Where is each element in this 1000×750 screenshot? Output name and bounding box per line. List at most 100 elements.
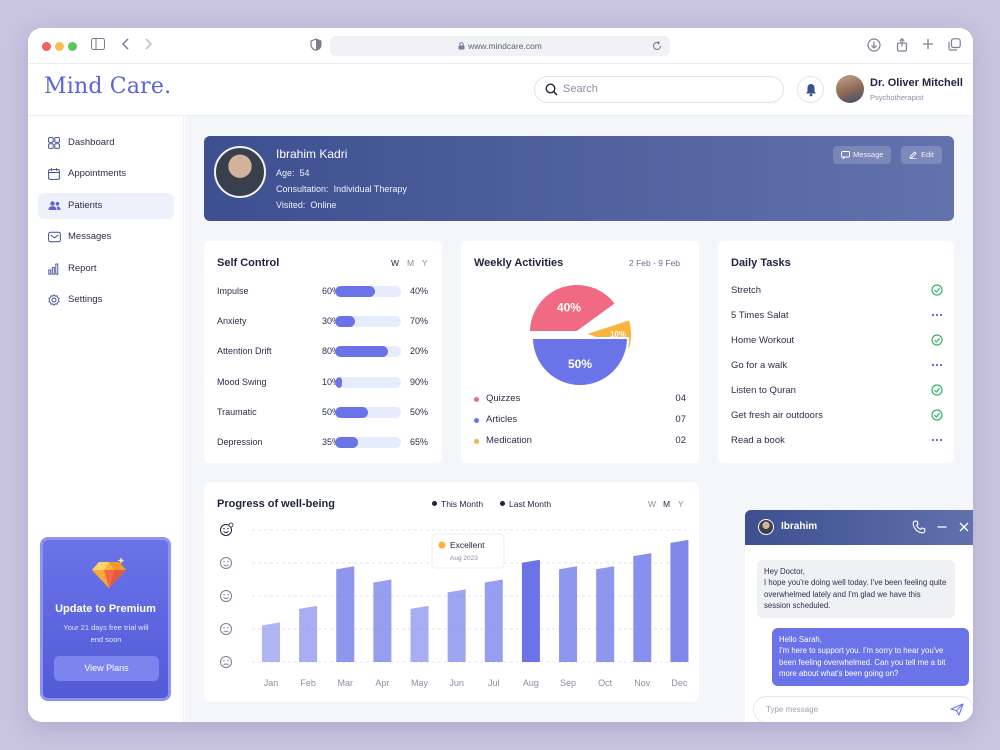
pie-slice-label: 40% (557, 300, 581, 314)
check-circle-icon[interactable] (931, 409, 943, 421)
bar[interactable] (596, 566, 615, 662)
app-logo[interactable]: Mind Care. (44, 74, 172, 99)
check-circle-icon[interactable] (931, 334, 943, 346)
period-w[interactable]: W (648, 499, 657, 509)
send-icon[interactable] (950, 703, 964, 716)
pie-slice[interactable] (530, 337, 630, 387)
view-plans-button[interactable]: View Plans (54, 656, 159, 681)
shield-icon[interactable] (308, 38, 324, 54)
bar[interactable] (336, 566, 355, 662)
legend-dot (474, 418, 479, 423)
legend-last-month[interactable]: Last Month (500, 499, 551, 509)
bar[interactable] (484, 579, 503, 663)
legend-dot (500, 501, 505, 506)
tooltip-label: Excellent (450, 540, 485, 550)
bar[interactable] (410, 605, 429, 662)
doctor-name[interactable]: Dr. Oliver Mitchell (870, 77, 963, 89)
more-icon[interactable] (931, 434, 943, 446)
bar[interactable] (633, 553, 652, 662)
maximize-window-button[interactable] (68, 42, 77, 51)
new-tab-icon[interactable] (920, 38, 936, 54)
period-y[interactable]: Y (678, 499, 684, 509)
self-control-left-value: 10% (321, 376, 340, 387)
check-circle-icon[interactable] (931, 384, 943, 396)
period-y[interactable]: Y (422, 258, 428, 268)
self-control-left-value: 30% (321, 316, 340, 327)
legend-dot (474, 397, 479, 402)
bar[interactable] (299, 605, 318, 662)
sidebar-item-label: Report (68, 263, 97, 274)
self-control-left-value: 80% (321, 346, 340, 357)
reload-icon[interactable] (652, 41, 662, 51)
task-item[interactable]: Read a book (731, 435, 943, 446)
tabs-icon[interactable] (946, 38, 962, 54)
x-tick-label: Sep (560, 678, 576, 688)
x-tick-label: Dec (671, 678, 688, 688)
forward-icon[interactable] (140, 38, 156, 54)
more-icon[interactable] (931, 309, 943, 321)
check-circle-icon[interactable] (931, 284, 943, 296)
bar[interactable] (670, 539, 689, 662)
sidebar-item-patients[interactable]: Patients (38, 193, 174, 219)
chat-avatar (758, 519, 774, 535)
period-m[interactable]: M (407, 258, 415, 268)
download-icon[interactable] (866, 38, 882, 54)
weekly-title: Weekly Activities (474, 257, 564, 269)
bar[interactable] (262, 622, 280, 662)
chat-message-input[interactable]: Type message (753, 696, 973, 722)
weekly-date-range[interactable]: 2 Feb - 9 Feb (629, 258, 681, 268)
legend-label: Medication (486, 435, 532, 446)
outgoing-message: Hello Sarah, I'm here to support you. I'… (772, 628, 969, 686)
wellbeing-bar-chart: Jan Feb Mar Apr May Jun Jul Aug Sep Oct Nov Dec Exce… (220, 522, 689, 688)
self-control-row: Anxiety 30% 70% (217, 313, 432, 329)
pie-slice-label: 50% (568, 357, 592, 371)
self-control-bar (335, 376, 401, 388)
chat-header: Ibrahim (745, 510, 973, 545)
task-item[interactable]: 5 Times Salat (731, 310, 943, 321)
sidebar-item-label: Messages (68, 231, 112, 242)
sidebar-item-report[interactable]: Report (38, 256, 174, 282)
task-item[interactable]: Go for a walk (731, 360, 943, 371)
chat-contact-name: Ibrahim (781, 521, 818, 532)
more-icon[interactable] (931, 359, 943, 371)
pie-slice[interactable] (527, 283, 618, 333)
task-item[interactable]: Home Workout (731, 334, 943, 346)
sidebar-item-messages[interactable]: Messages (38, 224, 174, 250)
bar[interactable] (373, 579, 392, 663)
close-window-button[interactable] (42, 42, 51, 51)
address-bar[interactable]: www.mindcare.com (330, 36, 670, 56)
minimize-icon[interactable] (936, 521, 948, 533)
phone-icon[interactable] (912, 520, 926, 534)
sidebar-item-dashboard[interactable]: Dashboard (38, 130, 174, 156)
task-item[interactable]: Listen to Quran (731, 384, 943, 396)
doctor-avatar[interactable] (836, 75, 864, 103)
task-item[interactable]: Get fresh air outdoors (731, 409, 943, 421)
bar[interactable] (559, 566, 578, 662)
chat-input-placeholder: Type message (766, 705, 819, 714)
mail-icon (48, 231, 61, 243)
self-control-right-value: 65% (409, 437, 428, 447)
self-control-row: Attention Drift 80% 20% (217, 343, 432, 359)
task-label: Listen to Quran (731, 385, 796, 396)
period-m[interactable]: M (663, 499, 671, 509)
notifications-button[interactable] (797, 76, 824, 103)
share-icon[interactable] (894, 37, 910, 54)
search-input[interactable]: Search (534, 76, 784, 103)
self-control-label: Anxiety (217, 316, 247, 327)
minimize-window-button[interactable] (55, 42, 64, 51)
bar[interactable] (521, 559, 540, 662)
self-control-row: Depression 35% 65% (217, 434, 432, 450)
message-button[interactable]: Message (833, 146, 892, 164)
legend-this-month[interactable]: This Month (432, 499, 483, 509)
task-item[interactable]: Stretch (731, 284, 943, 296)
bar[interactable] (447, 589, 466, 662)
back-icon[interactable] (118, 38, 134, 54)
sidebar-toggle-icon[interactable] (90, 38, 106, 54)
edit-button[interactable]: Edit (901, 146, 942, 164)
task-label: 5 Times Salat (731, 310, 789, 321)
period-w[interactable]: W (391, 258, 400, 268)
sidebar-item-appointments[interactable]: Appointments (38, 161, 174, 187)
sidebar-item-settings[interactable]: Settings (38, 287, 174, 313)
x-tick-label: Jun (449, 678, 464, 688)
close-icon[interactable] (958, 521, 970, 533)
